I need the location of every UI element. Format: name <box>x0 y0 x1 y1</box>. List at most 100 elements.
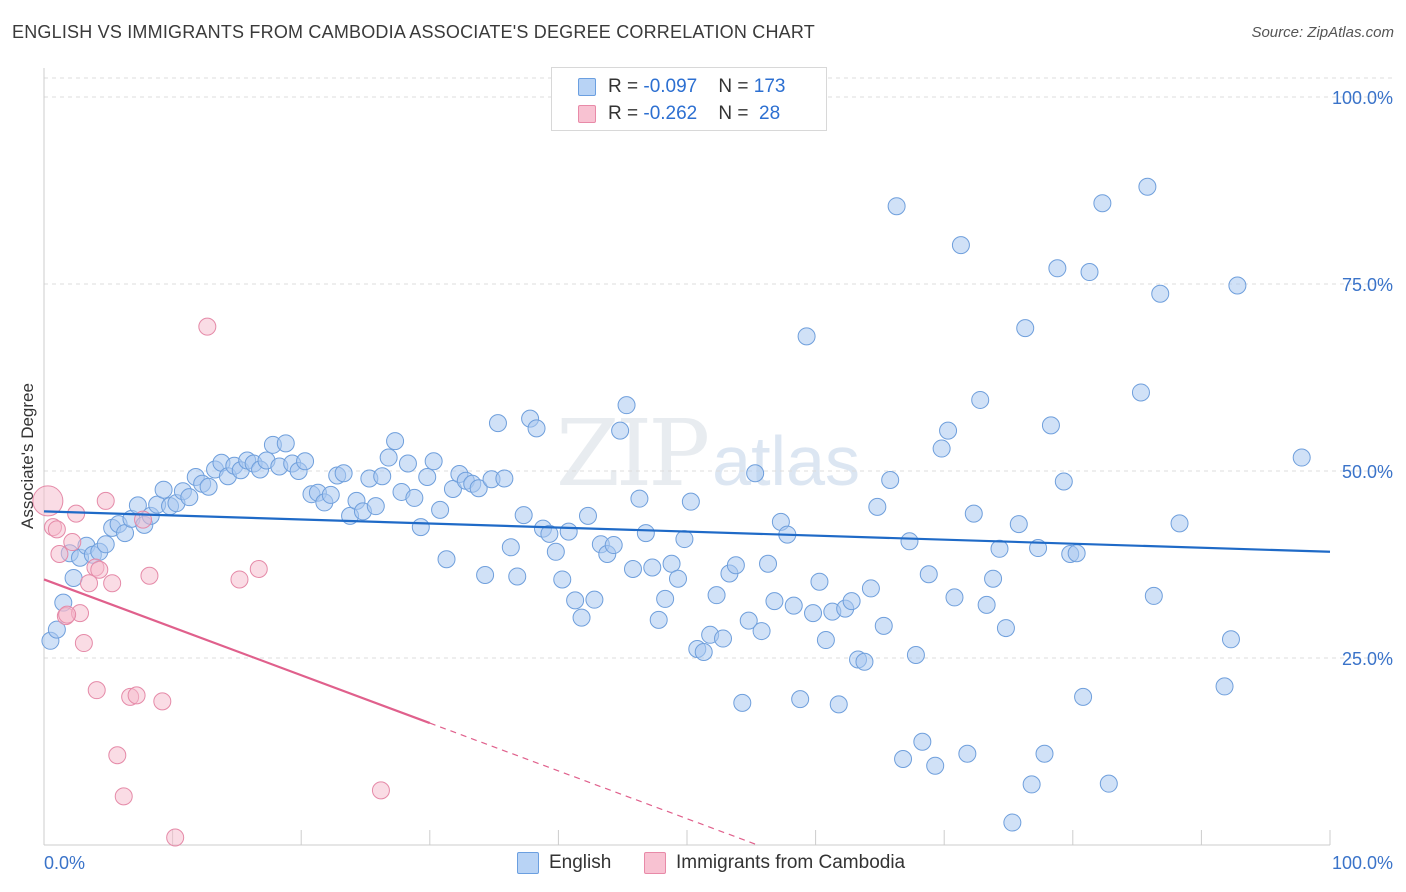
r-label: R = <box>608 103 644 124</box>
watermark: ZIPatlas <box>556 400 860 507</box>
english-point <box>752 622 771 641</box>
english-point <box>855 652 874 671</box>
english-point <box>1035 744 1054 763</box>
english-point <box>990 539 1009 558</box>
english-point <box>900 532 919 551</box>
english-point <box>64 568 83 587</box>
english-point <box>386 432 405 451</box>
english-point <box>1228 276 1247 295</box>
english-point <box>321 485 340 504</box>
english-point <box>868 497 887 516</box>
english-point <box>623 559 642 578</box>
english-point <box>398 454 417 473</box>
english-legend-swatch <box>517 852 539 874</box>
cambodia-n-value: 28 <box>753 103 781 124</box>
cambodia-points <box>32 317 390 847</box>
y-tick-label: 100.0% <box>1332 88 1393 108</box>
cambodia-swatch <box>578 105 596 123</box>
english-point <box>1131 383 1150 402</box>
legend-item-english: English <box>517 852 611 874</box>
english-point <box>1067 544 1086 563</box>
english-point <box>366 497 385 516</box>
english-point <box>906 646 925 665</box>
english-point <box>334 464 353 483</box>
correlation-legend: R = -0.097 N = 173 R = -0.262 N = 28 <box>551 67 827 131</box>
english-point <box>437 550 456 569</box>
english-point <box>1151 284 1170 303</box>
n-label: N = <box>718 76 754 97</box>
english-point <box>495 469 514 488</box>
english-point <box>1170 514 1189 533</box>
english-point <box>1099 774 1118 793</box>
english-point <box>643 558 662 577</box>
english-point <box>1054 472 1073 491</box>
watermark-atlas: atlas <box>712 422 861 500</box>
cambodia-legend-label: Immigrants from Cambodia <box>676 852 906 873</box>
english-point <box>276 434 295 453</box>
cambodia-point <box>153 692 172 711</box>
english-point <box>572 608 591 627</box>
english-point <box>578 506 597 525</box>
english-point <box>1080 263 1099 282</box>
english-point <box>874 616 893 635</box>
english-point <box>1022 775 1041 794</box>
gridlines <box>44 77 1394 659</box>
english-point <box>1003 813 1022 832</box>
english-swatch <box>578 78 596 96</box>
english-point <box>694 643 713 662</box>
english-point <box>96 535 115 554</box>
english-trend-line <box>43 510 1331 553</box>
y-tick-label: 50.0% <box>1342 462 1393 482</box>
english-point <box>488 414 507 433</box>
english-point <box>739 611 758 630</box>
legend-item-cambodia: Immigrants from Cambodia <box>644 852 905 874</box>
english-point <box>180 488 199 507</box>
english-point <box>1048 259 1067 278</box>
cambodia-r-value: -0.262 <box>643 103 698 124</box>
legend-row-cambodia: R = -0.262 N = 28 <box>578 101 780 127</box>
cambodia-point <box>103 574 122 593</box>
english-point <box>746 464 765 483</box>
english-point <box>411 518 430 537</box>
watermark-zip: ZIP <box>556 400 710 507</box>
english-point <box>894 749 913 768</box>
english-point <box>668 569 687 588</box>
english-point <box>611 421 630 440</box>
english-point <box>1215 677 1234 696</box>
english-point <box>540 524 559 543</box>
english-point <box>945 588 964 607</box>
english-point <box>913 732 932 751</box>
cambodia-point <box>50 545 69 564</box>
chart-title: ENGLISH VS IMMIGRANTS FROM CAMBODIA ASSO… <box>12 22 815 42</box>
english-point <box>926 756 945 775</box>
cambodia-point <box>140 566 159 585</box>
english-point <box>791 690 810 709</box>
english-point <box>765 592 784 611</box>
english-point <box>816 631 835 650</box>
english-n-value: 173 <box>753 76 786 97</box>
axes <box>43 68 1331 846</box>
cambodia-point <box>108 746 127 765</box>
english-point <box>919 565 938 584</box>
english-point <box>546 542 565 561</box>
cambodia-trend-line <box>43 578 431 725</box>
english-point <box>553 570 572 589</box>
cambodia-point <box>127 686 146 705</box>
english-point <box>939 421 958 440</box>
english-point <box>443 479 462 498</box>
cambodia-point <box>371 781 390 800</box>
english-point <box>1016 319 1035 338</box>
english-point <box>418 467 437 486</box>
cambodia-point <box>96 491 115 510</box>
english-point <box>469 479 488 498</box>
english-point <box>810 572 829 591</box>
english-points <box>41 177 1311 832</box>
english-point <box>1093 194 1112 213</box>
english-point <box>932 439 951 458</box>
english-point <box>958 744 977 763</box>
english-point <box>842 592 861 611</box>
english-point <box>971 390 990 409</box>
english-point <box>585 590 604 609</box>
english-point <box>508 567 527 586</box>
english-point <box>759 554 778 573</box>
